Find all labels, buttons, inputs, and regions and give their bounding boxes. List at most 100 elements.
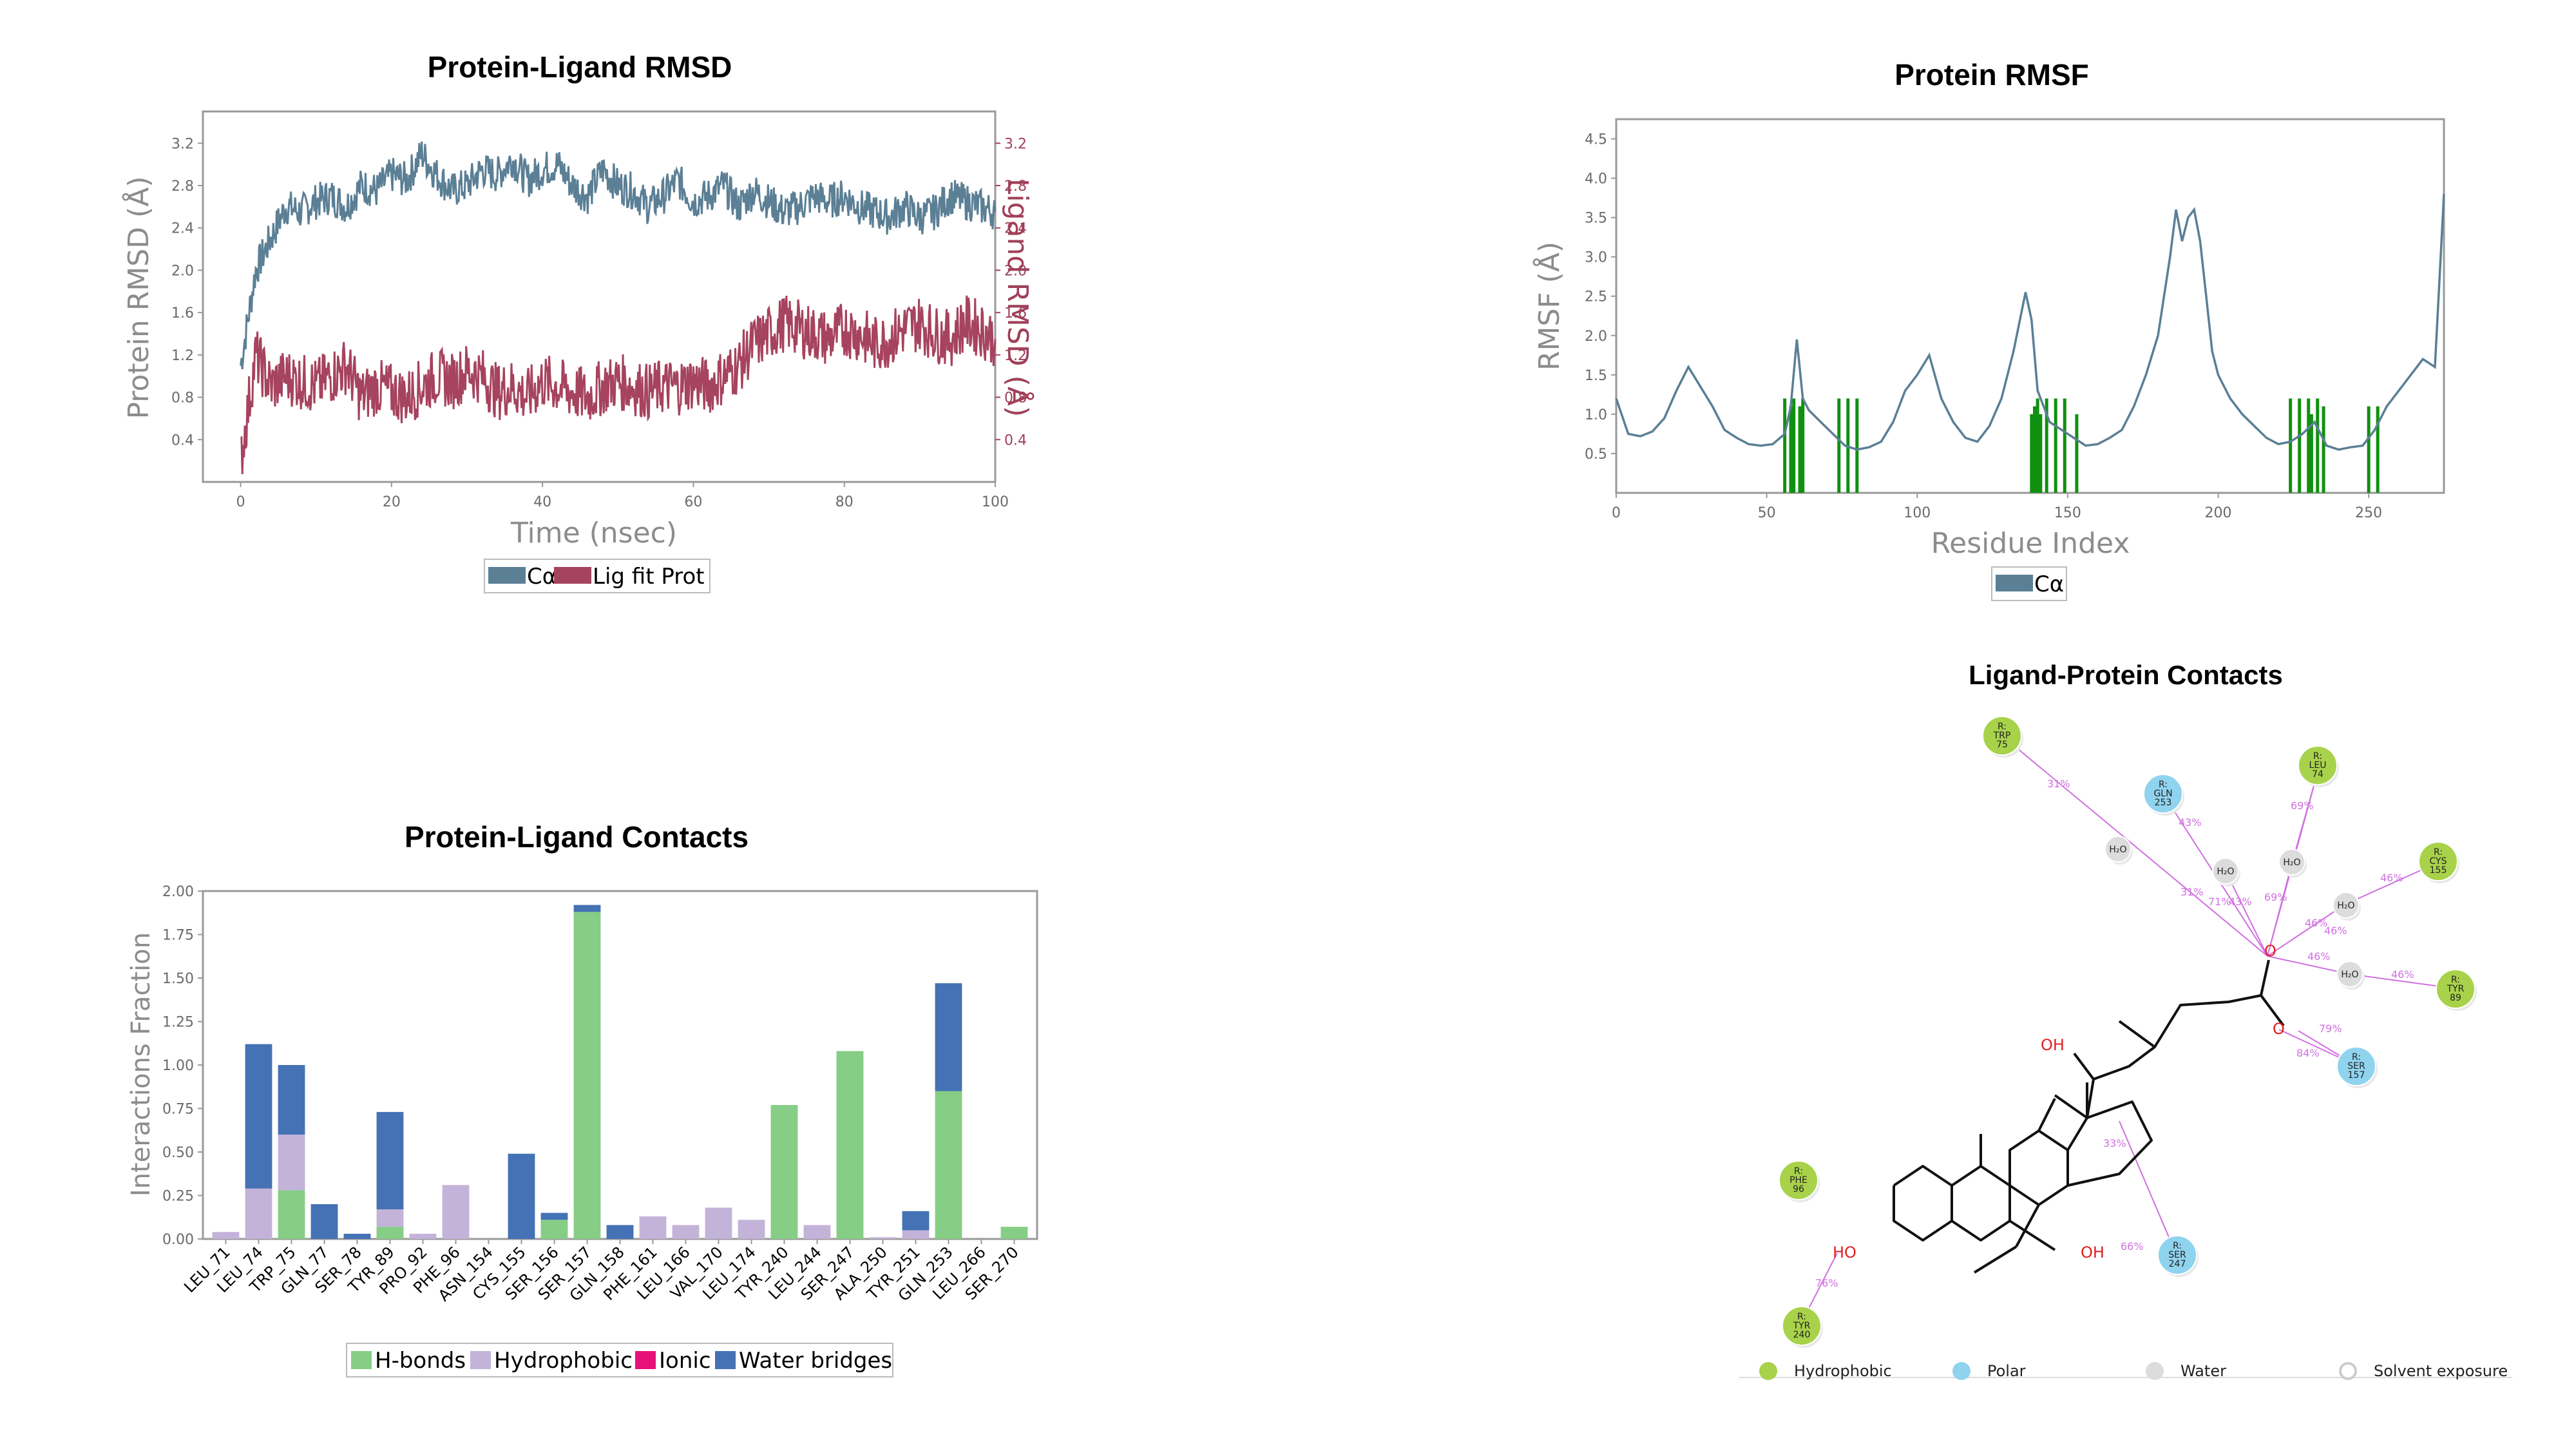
rmsd-y-tick: 2.8 <box>171 178 194 195</box>
bar-h-bonds <box>935 1091 962 1239</box>
rmsd-x-tick: 60 <box>684 494 702 510</box>
bar-hydrophobic <box>705 1207 732 1239</box>
svg-text:TYR: TYR <box>2447 984 2465 994</box>
bar-hydrophobic <box>278 1135 305 1191</box>
ligand-rmsd-series <box>240 295 997 474</box>
legend-label-hydrophobic: Hydrophobic <box>494 1348 633 1374</box>
bar-hydrophobic <box>639 1216 667 1239</box>
bar-hydrophobic <box>738 1220 765 1239</box>
rmsd-x-label: Time (nsec) <box>510 517 677 550</box>
legend-label-water-bridges: Water bridges <box>739 1348 892 1374</box>
legend-label-protein: Cα <box>527 564 557 590</box>
rmsd-x-tick: 40 <box>533 494 551 510</box>
svg-text:R:: R: <box>2352 1052 2361 1062</box>
bar-hydrophobic <box>672 1225 700 1239</box>
rmsf-series <box>1615 193 2445 451</box>
bar-water-bridges <box>508 1153 535 1239</box>
node-w2: H₂O <box>2212 858 2240 887</box>
contact-arrows <box>1800 735 2455 1325</box>
contacts-title: Protein-Ligand Contacts <box>405 820 749 854</box>
rmsd-y-tick: 0.8 <box>171 390 194 407</box>
bar-h-bonds <box>836 1051 864 1239</box>
rmsd-x-tick: 0 <box>236 494 245 510</box>
svg-text:SER: SER <box>2168 1250 2186 1260</box>
rmsd-y-tick-right: 1.2 <box>1004 348 1027 364</box>
contact-percentages: 31% 43% 69% 31% 71% 43% 69% 46% 46% 46% … <box>1815 778 2414 1289</box>
legend-swatch-rmsf <box>1996 575 2033 591</box>
rmsf-panel: Protein RMSF 0.5 1.0 1.5 2.0 2.5 3.0 3.5 4.0 4.5… <box>1532 58 2445 601</box>
rmsd-x-axis: 0 20 40 60 80 100 <box>236 482 1009 510</box>
svg-text:R:: R: <box>2313 751 2322 762</box>
rmsf-x-axis: 0 50 100 150 200 250 <box>1612 493 2382 521</box>
svg-text:PHE: PHE <box>1789 1175 1808 1185</box>
rmsd-y-tick-right: 2.8 <box>1004 178 1027 195</box>
svg-text:75: 75 <box>1996 740 2008 750</box>
pct-w5: 46% <box>2307 950 2331 963</box>
svg-text:H₂O: H₂O <box>2109 845 2126 855</box>
rmsf-y-tick: 3.5 <box>1585 211 1607 227</box>
bar-hydrophobic <box>245 1188 272 1239</box>
node-w3: H₂O <box>2278 849 2307 878</box>
rmsd-y-label: Protein RMSD (Å) <box>121 177 155 419</box>
diagram-legend: Hydrophobic Polar Water Solvent exposure <box>1739 1362 2512 1380</box>
legend-swatch-ionic <box>635 1351 656 1369</box>
rmsd-y-axis-right: 0.4 0.8 1.2 1.6 2.0 2.4 2.8 3.2 <box>995 136 1027 448</box>
svg-text:SER: SER <box>2347 1061 2365 1071</box>
svg-text:253: 253 <box>2155 798 2172 808</box>
pct-trp75: 31% <box>2047 778 2070 790</box>
svg-text:74: 74 <box>2312 769 2323 780</box>
rmsd-title: Protein-Ligand RMSD <box>428 50 732 84</box>
bar-water-bridges <box>573 905 601 912</box>
contacts-bar-panel: Protein-Ligand Contacts 0.00 0.25 0.50 0.75… <box>126 820 1038 1377</box>
bar-h-bonds <box>1000 1227 1028 1239</box>
rmsf-x-tick: 0 <box>1612 505 1621 521</box>
pct-ser157b: 84% <box>2296 1047 2320 1059</box>
svg-text:247: 247 <box>2169 1259 2186 1269</box>
rmsd-legend: Cα Lig fit Prot <box>484 559 711 593</box>
contacts-legend: H-bonds Hydrophobic Ionic Water bridges <box>346 1343 893 1377</box>
svg-text:CYS: CYS <box>2430 856 2447 867</box>
bar-h-bonds <box>278 1190 305 1239</box>
pct-w3: 69% <box>2264 891 2287 903</box>
legend-hydrophobic-icon <box>1759 1362 1777 1380</box>
legend-label-rmsf: Cα <box>2034 571 2064 597</box>
bar-water-bridges <box>245 1044 272 1189</box>
bar-water-bridges <box>343 1233 371 1239</box>
protein-rmsd-series <box>240 141 997 370</box>
rmsd-y-label-right: Ligand RMSD (Å) <box>1001 178 1035 417</box>
rmsf-y-tick: 0.5 <box>1585 446 1607 463</box>
pct-leu74: 69% <box>2291 800 2314 812</box>
rmsd-y-tick-right: 3.2 <box>1004 136 1027 152</box>
svg-text:R:: R: <box>2159 780 2168 790</box>
rmsd-y-axis: 0.4 0.8 1.2 1.6 2.0 2.4 2.8 3.2 <box>171 136 203 448</box>
rmsf-x-tick: 50 <box>1758 505 1776 521</box>
contacts-y-tick: 1.50 <box>162 971 194 987</box>
atom-oh-top: OH <box>2041 1036 2065 1054</box>
rmsd-plot-frame <box>202 110 997 483</box>
legend-polar-label: Polar <box>1987 1362 2026 1380</box>
legend-label-ionic: Ionic <box>659 1348 711 1374</box>
pct-tyr240: 76% <box>1815 1277 1838 1289</box>
bar-water-bridges <box>310 1204 338 1239</box>
rmsd-y-tick-right: 1.6 <box>1004 305 1027 321</box>
svg-text:R:: R: <box>2173 1241 2182 1251</box>
pct-w2a: 71% <box>2208 896 2231 908</box>
diagram-title: Ligand-Protein Contacts <box>1969 660 2283 690</box>
rmsd-y-tick: 0.4 <box>171 432 194 448</box>
rmsd-x-tick: 100 <box>982 494 1009 510</box>
contacts-y-tick: 1.75 <box>162 928 194 944</box>
svg-text:R:: R: <box>2451 975 2460 985</box>
rmsf-y-label: RMSF (Å) <box>1532 242 1566 370</box>
rmsd-y-tick: 2.0 <box>171 263 194 279</box>
bar-water-bridges <box>606 1225 634 1239</box>
rmsf-x-tick: 200 <box>2205 505 2232 521</box>
pct-ser247: 66% <box>2121 1240 2144 1252</box>
rmsf-x-tick: 150 <box>2054 505 2081 521</box>
rmsf-y-tick: 4.0 <box>1585 171 1607 187</box>
legend-label-ligand: Lig fit Prot <box>593 564 705 590</box>
contacts-y-tick: 0.00 <box>162 1232 194 1248</box>
